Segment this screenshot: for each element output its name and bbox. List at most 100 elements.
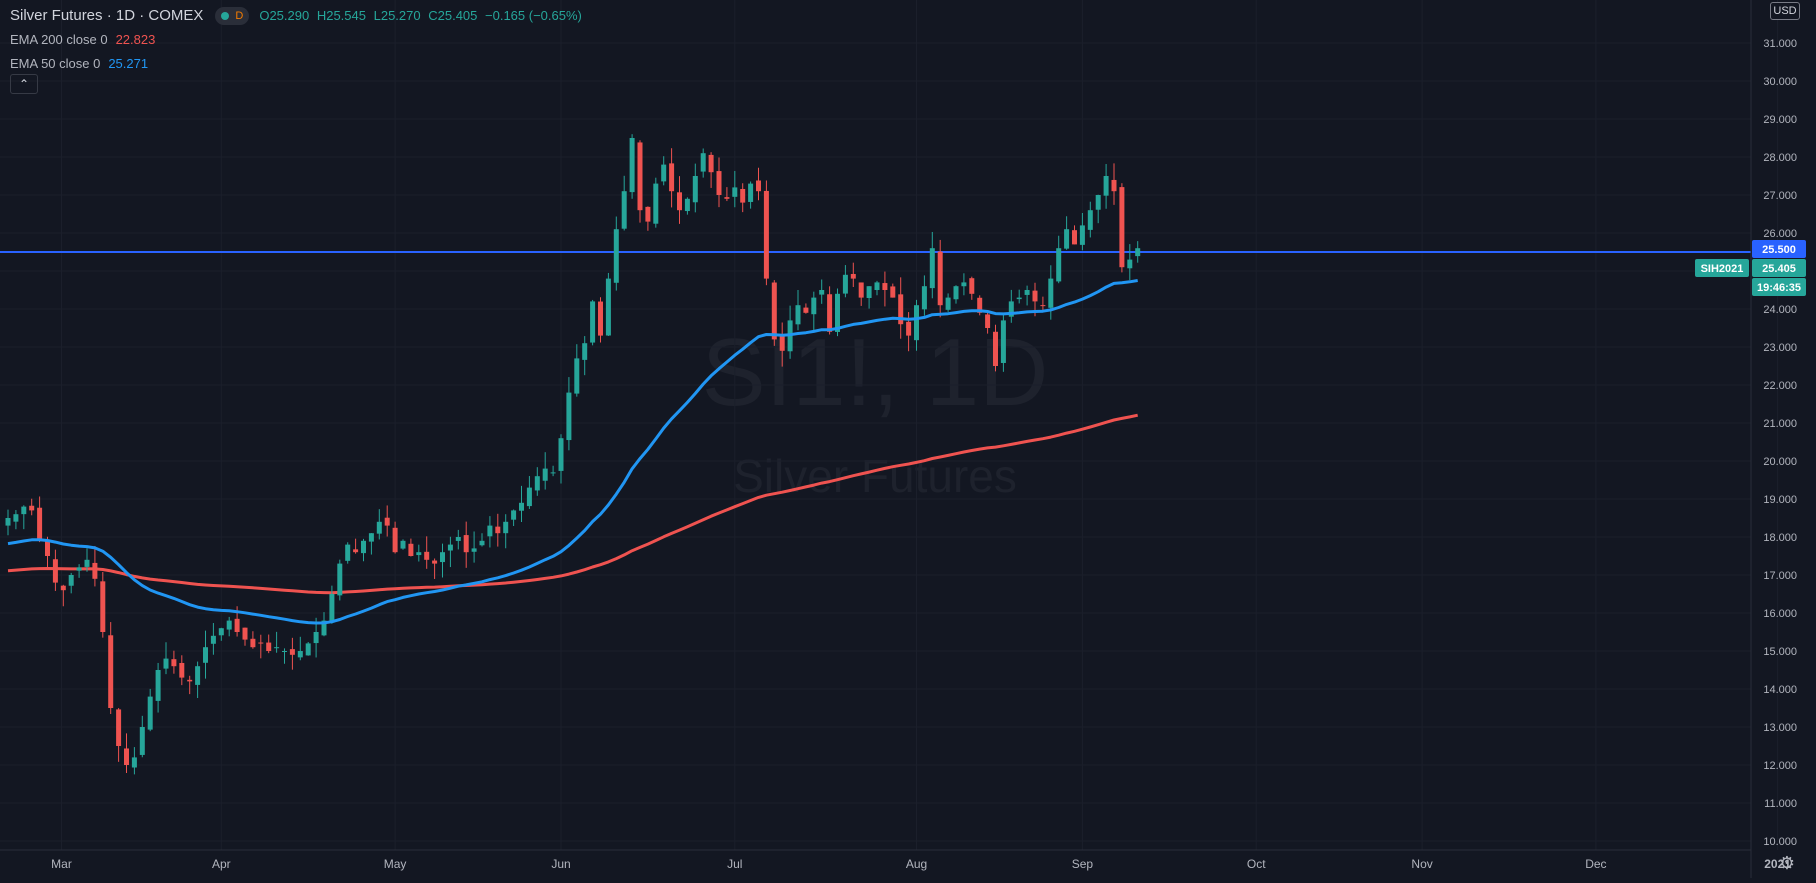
- candle: [613, 216, 619, 291]
- candle: [100, 571, 106, 638]
- symbol-row: Silver Futures · 1D · COMEX D O25.290 H2…: [10, 4, 586, 28]
- y-tick-label: 28.000: [1763, 152, 1797, 164]
- candle: [163, 642, 169, 675]
- ema-50-layer: [7, 279, 1138, 625]
- candle: [621, 175, 627, 231]
- badge-label: D: [235, 10, 244, 22]
- symbol-title[interactable]: Silver Futures · 1D · COMEX: [10, 7, 204, 24]
- candle: [724, 187, 730, 202]
- candle: [21, 505, 27, 530]
- ema-50-line: [7, 279, 1138, 625]
- y-tick-label: 17.000: [1763, 570, 1797, 582]
- candle: [858, 282, 864, 306]
- ema-200-legend[interactable]: EMA 200 close 0 22.823: [10, 28, 586, 52]
- low-value: L25.270: [373, 8, 421, 23]
- ema-50-label: EMA 50 close 0: [10, 56, 101, 71]
- candle: [534, 467, 540, 496]
- candle: [384, 505, 390, 537]
- ema-50-legend[interactable]: EMA 50 close 0 25.271: [10, 52, 586, 76]
- candle: [779, 322, 785, 367]
- market-status-dot-icon: [221, 12, 230, 20]
- price-axis[interactable]: 10.000 11.000 12.000 13.000 14.000 15.000 16.0…: [1763, 38, 1797, 848]
- candle: [763, 180, 769, 286]
- y-tick-label: 16.000: [1763, 608, 1797, 620]
- candle: [1095, 194, 1101, 224]
- candle: [550, 465, 556, 477]
- x-tick-label: 2021: [1764, 857, 1791, 871]
- candle: [297, 636, 303, 661]
- countdown-tag: [1752, 278, 1806, 296]
- candle: [274, 631, 280, 653]
- candle: [392, 521, 398, 554]
- candle: [471, 531, 477, 563]
- candle: [495, 513, 501, 547]
- y-tick-label: 22.000: [1763, 380, 1797, 392]
- last-price-tag-text: 25.405: [1762, 263, 1796, 275]
- x-tick-label: Dec: [1585, 857, 1606, 871]
- y-tick-label: 31.000: [1763, 38, 1797, 50]
- candle: [432, 558, 438, 579]
- y-tick-label: 13.000: [1763, 722, 1797, 734]
- candle: [368, 533, 374, 555]
- candle: [692, 163, 698, 213]
- candle: [558, 434, 564, 484]
- y-tick-label: 23.000: [1763, 342, 1797, 354]
- y-tick-label: 27.000: [1763, 190, 1797, 202]
- candle: [1087, 201, 1093, 238]
- candle: [953, 285, 959, 304]
- candle: [795, 290, 801, 331]
- candle: [400, 539, 406, 550]
- y-tick-label: 24.000: [1763, 304, 1797, 316]
- y-tick-label: 10.000: [1763, 836, 1797, 848]
- market-status-badge[interactable]: D: [215, 7, 250, 25]
- y-tick-label: 11.000: [1764, 798, 1797, 810]
- candle: [542, 452, 548, 490]
- candle: [866, 286, 872, 309]
- x-tick-label: Oct: [1247, 857, 1266, 871]
- candle: [455, 529, 461, 550]
- candle: [29, 498, 35, 516]
- collapse-legend-button[interactable]: ⌃: [10, 74, 38, 94]
- candle: [1064, 216, 1070, 250]
- candle: [179, 655, 185, 686]
- candle: [266, 634, 272, 654]
- candle: [1072, 225, 1077, 245]
- candle: [1079, 213, 1085, 251]
- candle: [803, 303, 809, 314]
- candle: [376, 509, 382, 540]
- last-price-tag: [1752, 259, 1806, 277]
- change-value: −0.165 (−0.65%): [485, 8, 582, 23]
- candle: [605, 272, 611, 336]
- candle: [590, 299, 596, 346]
- candle: [1008, 289, 1014, 323]
- candle: [874, 280, 880, 296]
- candle: [842, 265, 848, 298]
- candle: [708, 152, 714, 188]
- candle: [1056, 235, 1062, 284]
- candle: [1119, 183, 1125, 273]
- candle: [353, 538, 359, 554]
- candle: [203, 630, 208, 679]
- x-tick-label: Aug: [906, 857, 927, 871]
- time-axis[interactable]: MarAprMayJunJulAugSepOctNovDec2021Feb: [51, 857, 1816, 871]
- y-tick-label: 21.000: [1763, 418, 1797, 430]
- candle: [929, 231, 935, 299]
- candle: [787, 305, 793, 359]
- x-tick-label: Sep: [1072, 857, 1094, 871]
- candle: [1016, 289, 1022, 304]
- gear-icon[interactable]: ⚙: [1778, 853, 1796, 873]
- candle: [890, 283, 896, 298]
- candle: [131, 747, 137, 775]
- candle: [645, 206, 651, 231]
- candle: [361, 538, 366, 562]
- candle: [60, 584, 66, 607]
- candle: [408, 538, 414, 557]
- y-tick-label: 26.000: [1763, 228, 1797, 240]
- candle: [519, 485, 524, 522]
- candle: [84, 548, 90, 572]
- candle: [937, 239, 943, 318]
- ema-200-layer: [7, 413, 1139, 595]
- currency-button[interactable]: USD: [1770, 2, 1800, 20]
